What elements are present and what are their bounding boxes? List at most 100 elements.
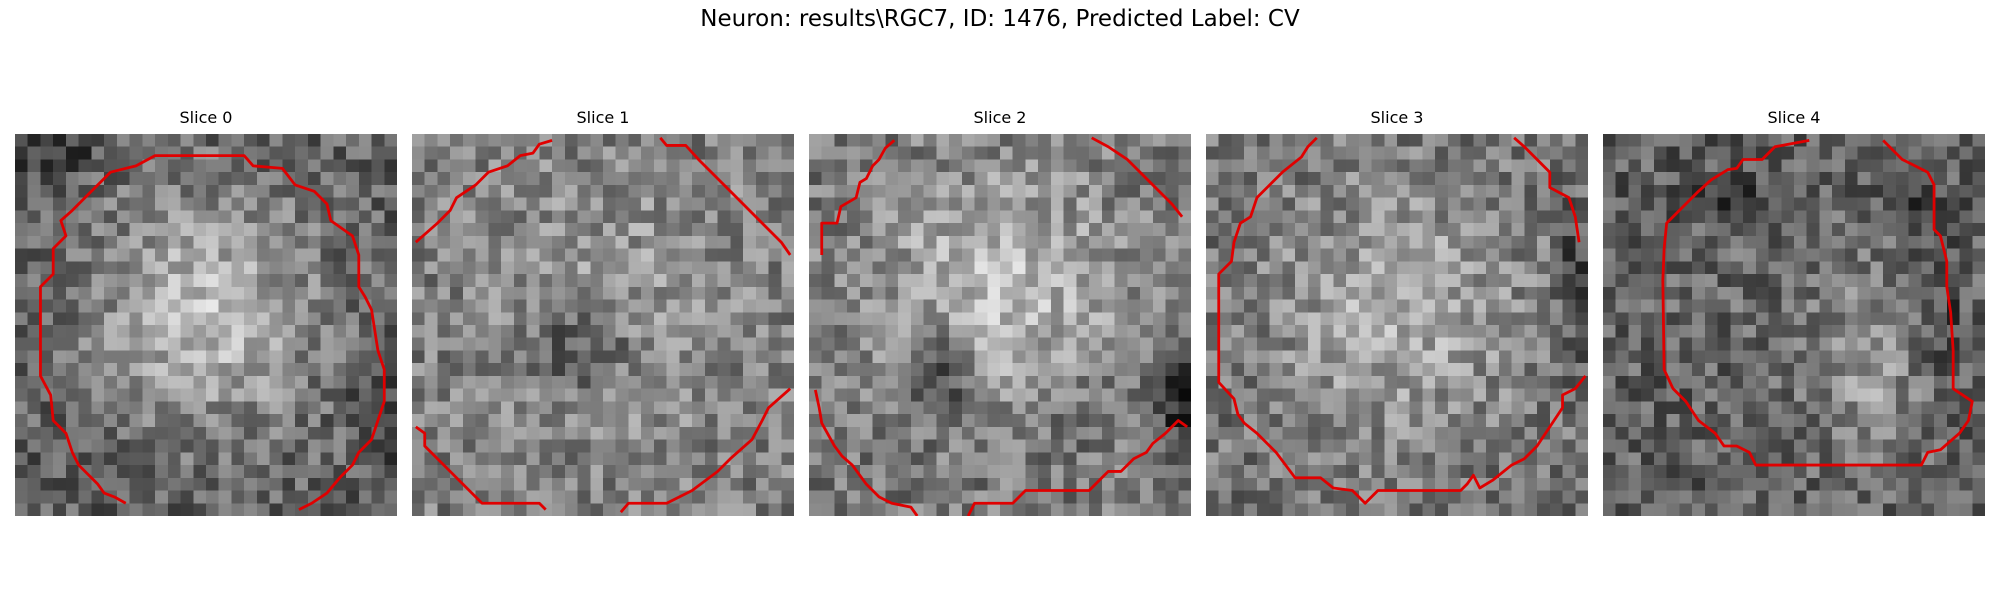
pixel (462, 223, 476, 237)
pixel (116, 172, 130, 186)
pixel (1256, 210, 1270, 224)
pixel (1794, 325, 1807, 338)
pixel (1704, 299, 1718, 313)
pixel (1537, 388, 1551, 402)
pixel (206, 134, 219, 147)
pixel (1165, 337, 1179, 351)
pixel (1152, 477, 1166, 491)
pixel (412, 146, 425, 160)
pixel (1832, 401, 1846, 415)
pixel (936, 426, 950, 440)
pixel (1768, 363, 1782, 377)
pixel (78, 490, 92, 504)
pixel (1038, 325, 1052, 338)
pixel (1806, 248, 1820, 262)
pixel (1140, 286, 1154, 300)
pixel (974, 414, 988, 428)
pixel (1666, 274, 1680, 288)
pixel (1012, 426, 1026, 440)
pixel (1921, 184, 1935, 198)
pixel (116, 426, 130, 440)
pixel (1358, 274, 1372, 288)
segmentation-contour (415, 425, 547, 511)
pixel (1549, 235, 1563, 249)
pixel (717, 325, 731, 338)
pixel (768, 414, 782, 428)
pixel (307, 172, 321, 186)
pixel (27, 312, 41, 326)
pixel (1806, 452, 1820, 466)
pixel (424, 490, 438, 504)
pixel (15, 363, 28, 377)
segmentation-contour (820, 139, 896, 255)
pixel (1628, 337, 1642, 351)
pixel (1152, 312, 1166, 326)
pixel (1755, 223, 1769, 237)
pixel (1000, 159, 1013, 173)
pixel (679, 388, 693, 402)
pixel (1806, 134, 1820, 147)
pixel (1333, 312, 1347, 326)
pixel (78, 261, 92, 275)
pixel (1972, 414, 1985, 428)
pixel (949, 184, 963, 198)
pixel (269, 299, 283, 313)
pixel (641, 375, 655, 389)
pixel (1000, 414, 1013, 428)
pixel (1447, 414, 1461, 428)
pixel (923, 274, 937, 288)
pixel (129, 312, 143, 326)
pixel (526, 299, 540, 313)
pixel (1679, 172, 1693, 186)
pixel (1524, 223, 1538, 237)
pixel (488, 172, 502, 186)
pixel (206, 146, 219, 160)
pixel (1883, 363, 1897, 377)
pixel (513, 325, 527, 338)
pixel (1628, 350, 1642, 364)
pixel (1743, 325, 1757, 338)
pixel (781, 401, 794, 415)
pixel (1114, 375, 1128, 389)
pixel (1101, 299, 1115, 313)
pixel (1127, 261, 1141, 275)
pixel (603, 325, 616, 338)
pixel (1050, 286, 1064, 300)
pixel (936, 261, 950, 275)
pixel (15, 159, 28, 173)
pixel (1946, 134, 1960, 147)
pixel (1371, 452, 1385, 466)
pixel (1704, 414, 1718, 428)
pixel (1409, 134, 1423, 147)
pixel (1908, 439, 1922, 453)
pixel (424, 350, 438, 364)
pixel (1025, 465, 1039, 479)
pixel (615, 261, 629, 275)
pixel (412, 261, 425, 275)
pixel (1435, 134, 1449, 147)
pixel (1603, 261, 1616, 275)
pixel (949, 274, 963, 288)
pixel (91, 439, 105, 453)
pixel (1063, 350, 1077, 364)
pixel (910, 490, 924, 504)
pixel (1422, 426, 1436, 440)
pixel (1615, 350, 1629, 364)
pixel (65, 363, 79, 377)
pixel (552, 134, 566, 147)
pixel (1524, 235, 1538, 249)
pixel (1692, 426, 1706, 440)
pixel (1730, 286, 1744, 300)
pixel (1358, 312, 1372, 326)
pixel (730, 210, 744, 224)
pixel (821, 197, 835, 211)
pixel (615, 235, 629, 249)
pixel (437, 388, 451, 402)
pixel (15, 172, 28, 186)
pixel (91, 426, 105, 440)
pixel (1679, 363, 1693, 377)
pixel (1806, 146, 1820, 160)
pixel (1794, 477, 1807, 491)
pixel (526, 223, 540, 237)
pixel (1409, 503, 1423, 516)
